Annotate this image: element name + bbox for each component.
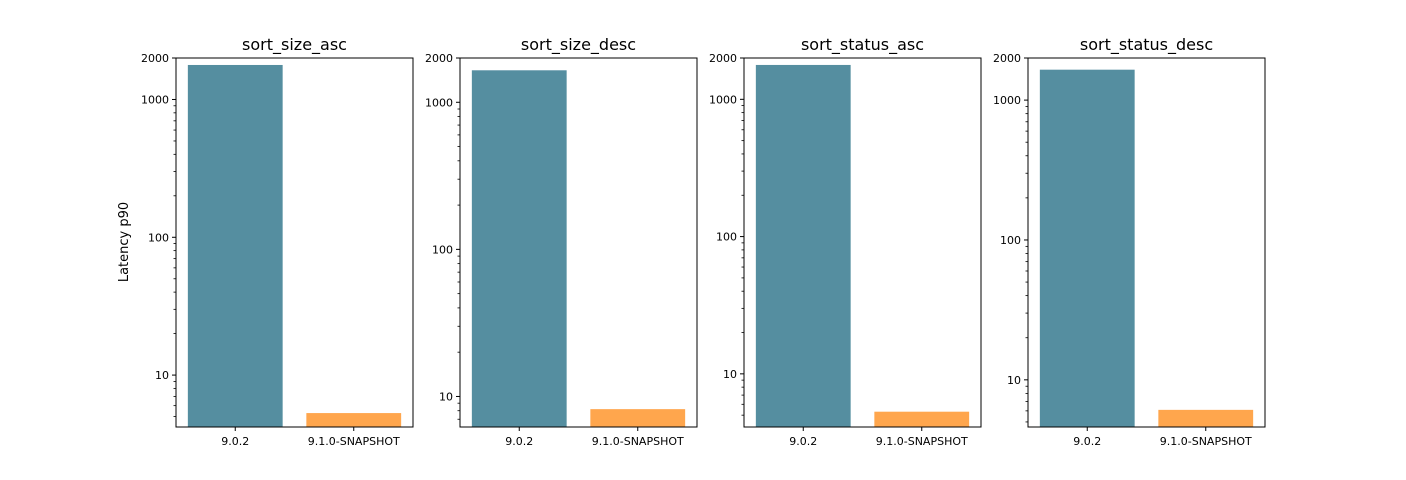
y-tick-label: 1000 [425,96,453,109]
panel-title: sort_status_asc [801,35,924,55]
bar [1158,409,1254,427]
bar [874,411,970,427]
x-tick-label: 9.1.0-SNAPSHOT [592,435,684,448]
panel-title: sort_size_asc [242,35,347,55]
y-axis-label: Latency p90 [117,202,132,282]
bar [471,70,567,427]
bar [590,409,686,427]
y-tick-label: 100 [148,231,169,244]
y-tick-label: 2000 [425,52,453,65]
panel-frame [459,57,698,428]
x-tick-label: 9.0.2 [789,435,817,448]
x-tick-label: 9.0.2 [1073,435,1101,448]
y-tick-label: 1000 [709,93,737,106]
bar [755,64,851,428]
y-tick-label: 1000 [141,93,169,106]
panel-frame [1027,57,1266,428]
x-tick-label: 9.1.0-SNAPSHOT [876,435,968,448]
x-tick-label: 9.0.2 [505,435,533,448]
y-tick-label: 100 [432,243,453,256]
y-tick-label: 10 [1007,374,1021,387]
panel-frame [175,57,414,428]
x-tick-label: 9.0.2 [221,435,249,448]
bar [1039,69,1135,427]
y-tick-label: 2000 [993,52,1021,65]
y-tick-label: 100 [716,231,737,244]
bar [306,413,402,427]
y-tick-label: 2000 [141,52,169,65]
x-tick-label: 9.1.0-SNAPSHOT [1160,435,1252,448]
bar [187,64,283,427]
y-tick-label: 1000 [993,94,1021,107]
panel-frame [743,57,982,428]
y-tick-label: 10 [439,390,453,403]
y-tick-label: 2000 [709,52,737,65]
panel-title: sort_size_desc [521,35,636,55]
y-tick-label: 10 [723,368,737,381]
x-tick-label: 9.1.0-SNAPSHOT [308,435,400,448]
y-tick-label: 10 [155,369,169,382]
y-tick-label: 100 [1000,234,1021,247]
panel-title: sort_status_desc [1080,35,1213,55]
